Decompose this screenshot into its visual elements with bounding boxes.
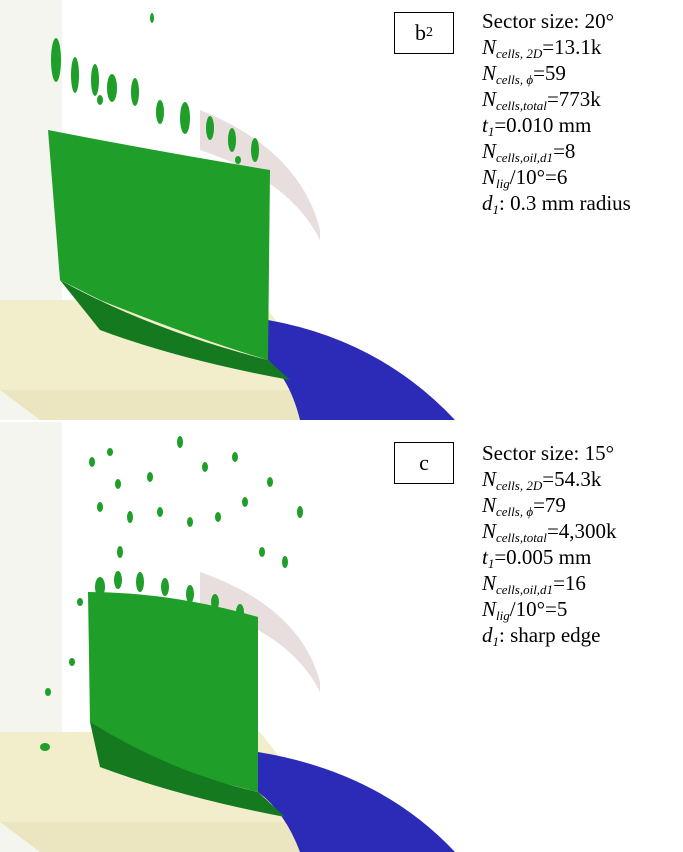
- housing-surface: [200, 572, 320, 692]
- floor-edge: [0, 822, 360, 852]
- param-n-cells-phi: Ncells, ϕ=79: [482, 493, 566, 519]
- oil-film-base: [90, 722, 285, 817]
- panel-c: c Sector size: 15° Ncells, 2D=54.3k Ncel…: [0, 422, 683, 852]
- sector-size: Sector size: 15°: [482, 441, 615, 465]
- panel-label-text: c: [419, 450, 429, 475]
- oil-ligaments: [51, 13, 259, 164]
- oil-film: [48, 130, 270, 360]
- param-n-cells-total: Ncells,total=773k: [482, 87, 601, 113]
- param-t1: t1=0.010 mm: [482, 113, 592, 139]
- param-n-cells-2d: Ncells, 2D=54.3k: [482, 467, 602, 493]
- oil-film-base: [60, 280, 290, 380]
- oil-film: [88, 592, 258, 792]
- param-d1: d1: sharp edge: [482, 623, 601, 649]
- panel-label-text: b: [415, 20, 426, 45]
- simulation-render-c: [0, 422, 455, 852]
- param-n-lig: Nlig/10°=5: [482, 597, 568, 623]
- param-n-lig: Nlig/10°=6: [482, 165, 568, 191]
- param-t1: t1=0.005 mm: [482, 545, 592, 571]
- panel-label-c: c: [394, 442, 454, 484]
- param-n-cells-oil: Ncells,oil,d1=16: [482, 571, 586, 597]
- param-n-cells-total: Ncells,total=4,300k: [482, 519, 617, 545]
- parameter-list-b2: Sector size: 20° Ncells, 2D=13.1k Ncells…: [482, 8, 631, 216]
- parameter-list-c: Sector size: 15° Ncells, 2D=54.3k Ncells…: [482, 440, 617, 648]
- param-n-cells-2d: Ncells, 2D=13.1k: [482, 35, 602, 61]
- sector-size: Sector size: 20°: [482, 9, 615, 33]
- panel-label-subscript: 2: [426, 25, 433, 40]
- rotor-surface: [268, 320, 455, 420]
- param-n-cells-oil: Ncells,oil,d1=8: [482, 139, 576, 165]
- floor-edge: [0, 390, 360, 420]
- rotor-surface: [258, 752, 455, 852]
- param-n-cells-phi: Ncells, ϕ=59: [482, 61, 566, 87]
- param-d1: d1: 0.3 mm radius: [482, 191, 631, 217]
- oil-droplets: [40, 436, 303, 751]
- simulation-render-b2: [0, 0, 455, 420]
